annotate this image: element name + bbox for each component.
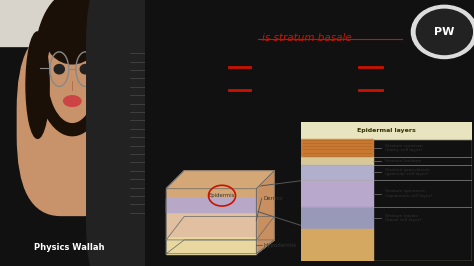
Text: PW: PW xyxy=(434,27,455,37)
FancyBboxPatch shape xyxy=(18,29,127,215)
FancyBboxPatch shape xyxy=(0,0,188,266)
Polygon shape xyxy=(166,205,256,236)
Text: Epidermal layers: Epidermal layers xyxy=(357,128,416,133)
FancyBboxPatch shape xyxy=(301,229,373,261)
FancyBboxPatch shape xyxy=(301,157,373,165)
Polygon shape xyxy=(166,189,256,205)
Ellipse shape xyxy=(35,0,110,136)
Ellipse shape xyxy=(120,114,155,258)
Ellipse shape xyxy=(64,96,81,106)
Ellipse shape xyxy=(80,65,91,74)
FancyBboxPatch shape xyxy=(301,207,373,229)
FancyBboxPatch shape xyxy=(301,180,373,207)
FancyBboxPatch shape xyxy=(301,165,373,180)
Polygon shape xyxy=(166,171,274,189)
Text: (d) Ciliated: (d) Ciliated xyxy=(270,84,336,97)
Text: of epithelium?: of epithelium? xyxy=(148,33,232,46)
Text: (1997): (1997) xyxy=(388,84,428,97)
FancyBboxPatch shape xyxy=(301,139,373,157)
FancyBboxPatch shape xyxy=(0,48,195,266)
Text: stratum germinativum is an example of which kind: stratum germinativum is an example of wh… xyxy=(148,7,450,20)
Circle shape xyxy=(411,5,474,59)
FancyBboxPatch shape xyxy=(87,0,195,266)
Ellipse shape xyxy=(54,65,64,74)
Text: Physics Wallah: Physics Wallah xyxy=(34,243,105,252)
Polygon shape xyxy=(166,236,256,254)
Text: Stratum lucidum: Stratum lucidum xyxy=(384,159,421,163)
Text: Hypodermis: Hypodermis xyxy=(264,243,297,248)
Polygon shape xyxy=(166,240,274,254)
Text: Stratum granulosum
(granular cell layer): Stratum granulosum (granular cell layer) xyxy=(384,168,429,176)
Text: c)  Cuboidal: c) Cuboidal xyxy=(148,84,218,97)
Text: Stratum spinosum
(squamous cell layer): Stratum spinosum (squamous cell layer) xyxy=(384,189,432,198)
Ellipse shape xyxy=(95,32,118,138)
Ellipse shape xyxy=(26,32,49,138)
Text: Stratum basale
(basal cell layer): Stratum basale (basal cell layer) xyxy=(384,214,421,222)
Ellipse shape xyxy=(45,5,100,64)
FancyBboxPatch shape xyxy=(301,122,472,139)
Polygon shape xyxy=(166,198,256,212)
Text: is stratum basale: is stratum basale xyxy=(262,33,351,43)
Polygon shape xyxy=(256,171,274,254)
Text: a)  Columnar: a) Columnar xyxy=(148,60,225,73)
Polygon shape xyxy=(166,217,274,240)
Text: Epidermis: Epidermis xyxy=(209,193,235,198)
Text: Stratum corneum
(horny cell layer): Stratum corneum (horny cell layer) xyxy=(384,144,422,152)
Text: (b) Squamous: (b) Squamous xyxy=(270,60,352,73)
Ellipse shape xyxy=(48,21,97,122)
Text: Dermis: Dermis xyxy=(264,196,283,201)
Ellipse shape xyxy=(0,114,24,258)
Circle shape xyxy=(416,9,473,55)
